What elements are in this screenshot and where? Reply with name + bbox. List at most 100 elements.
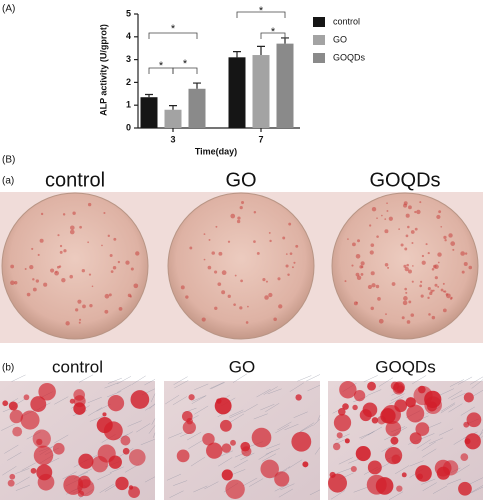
fiber <box>168 432 183 439</box>
stain-spot <box>31 247 34 251</box>
stain-nodule <box>352 404 358 411</box>
fiber <box>317 415 321 421</box>
stain-spot <box>69 274 73 279</box>
stain-nodule <box>2 400 9 407</box>
bar <box>228 57 246 128</box>
stain-spot <box>230 213 236 219</box>
fiber <box>338 457 353 465</box>
fiber <box>289 382 304 392</box>
stain-spot <box>355 272 360 277</box>
bar <box>188 88 206 128</box>
stain-spot <box>402 300 408 306</box>
fiber <box>21 462 36 471</box>
stain-nodule <box>107 394 125 412</box>
stain-spot <box>406 263 409 267</box>
stain-nodule <box>33 445 54 466</box>
fiber <box>420 433 435 440</box>
stain-spot <box>398 228 400 230</box>
fiber <box>229 413 245 423</box>
fiber <box>367 389 382 396</box>
stain-nodule <box>9 409 24 424</box>
error-bar <box>193 82 201 89</box>
stain-nodule <box>225 479 245 500</box>
y-tick-label: 4 <box>126 31 131 41</box>
stain-nodule <box>78 453 94 469</box>
stain-spot <box>32 287 37 292</box>
stain-spot <box>434 283 438 287</box>
fiber <box>432 485 448 494</box>
stain-nodule <box>416 473 423 480</box>
stain-spot <box>79 225 82 229</box>
stain-spot <box>269 239 272 243</box>
stain-spot <box>112 266 117 270</box>
fiber <box>363 375 378 383</box>
fiber <box>471 379 483 389</box>
stain-spot <box>434 264 439 269</box>
stain-nodule <box>418 385 426 394</box>
stain-spot <box>443 235 447 240</box>
fiber <box>193 485 208 493</box>
fiber <box>263 386 278 395</box>
stain-spot <box>207 265 212 270</box>
fiber <box>97 473 112 481</box>
stain-spot <box>386 202 388 205</box>
stain-spot <box>69 229 75 235</box>
stain-spot <box>356 275 362 280</box>
stain-nodule <box>120 435 131 446</box>
fiber <box>439 388 455 396</box>
stain-spot <box>89 303 93 308</box>
fiber <box>367 426 383 436</box>
stain-nodule <box>415 422 430 436</box>
stain-spot <box>391 282 396 286</box>
stain-nodule <box>342 403 349 410</box>
fiber <box>440 403 455 414</box>
stain-nodule <box>339 381 357 399</box>
fiber <box>438 428 454 436</box>
stain-spot <box>256 252 260 255</box>
stain-spot <box>75 308 79 312</box>
stain-spot <box>237 216 241 220</box>
fiber <box>140 439 155 446</box>
stain-spot <box>201 317 206 322</box>
stain-spot <box>385 313 387 316</box>
stain-spot <box>446 293 451 299</box>
stain-spot <box>273 317 277 322</box>
stain-nodule <box>12 426 23 437</box>
fiber <box>136 423 151 433</box>
fiber <box>267 388 282 395</box>
row-label: (a) <box>2 176 14 187</box>
fiber <box>265 403 280 413</box>
fiber <box>428 437 444 444</box>
fiber <box>218 457 233 467</box>
y-tick-label: 2 <box>126 77 131 87</box>
stain-nodule <box>367 460 382 475</box>
stain-spot <box>262 277 266 282</box>
stain-spot <box>427 287 431 291</box>
y-tick-label: 0 <box>126 122 131 132</box>
stain-spot <box>32 278 35 281</box>
fiber <box>448 403 463 413</box>
stain-nodule <box>230 439 236 446</box>
stain-spot <box>117 260 121 264</box>
stain-spot <box>54 270 59 276</box>
stain-spot <box>211 251 215 255</box>
stain-nodule <box>73 395 86 408</box>
fiber <box>309 489 321 496</box>
stain-spot <box>376 217 378 220</box>
stain-spot <box>468 265 473 270</box>
stain-spot <box>88 273 92 276</box>
fiber <box>335 433 350 441</box>
significance-star: * <box>183 58 188 70</box>
fiber <box>151 418 156 425</box>
stain-spot <box>384 263 389 267</box>
stain-spot <box>208 238 211 241</box>
fiber <box>194 405 209 415</box>
panel-label: (B) <box>2 155 15 166</box>
stain-nodule <box>291 431 312 452</box>
fiber <box>261 453 277 462</box>
stain-spot <box>378 318 384 324</box>
stain-spot <box>35 279 40 283</box>
stain-spot <box>239 206 243 210</box>
stain-spot <box>285 264 289 268</box>
